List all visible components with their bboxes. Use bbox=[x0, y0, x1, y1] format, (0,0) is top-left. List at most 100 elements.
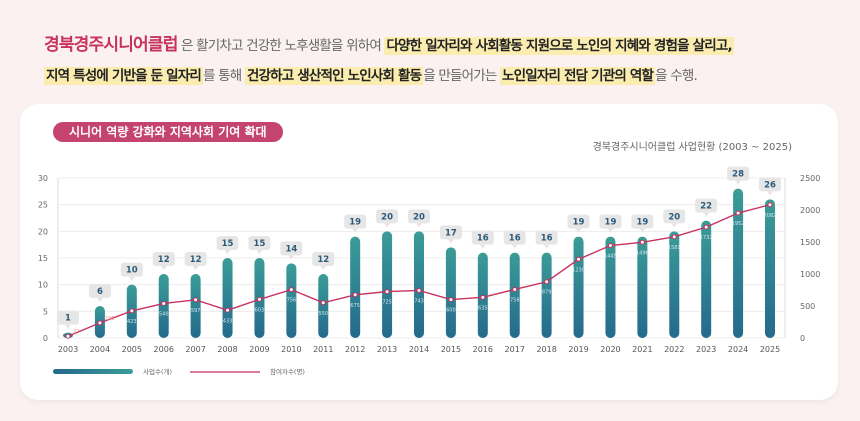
y-left-tick: 15 bbox=[38, 254, 48, 263]
bar-value-label: 15 bbox=[222, 239, 234, 249]
bar-label-bubble bbox=[695, 198, 718, 213]
bar bbox=[701, 220, 712, 338]
bar-label-pointer bbox=[575, 228, 582, 233]
bar-value-label: 19 bbox=[573, 218, 585, 228]
bar bbox=[445, 247, 456, 338]
x-tick: 2022 bbox=[664, 345, 684, 354]
x-tick: 2010 bbox=[281, 345, 301, 354]
legend-bar-label: 사업수(개) bbox=[143, 367, 172, 376]
line-value-label: 2082 bbox=[764, 213, 777, 219]
x-tick: 2009 bbox=[249, 345, 269, 354]
y-left-tick: 30 bbox=[38, 174, 48, 183]
bar-label-bubble bbox=[120, 262, 143, 277]
bar bbox=[222, 258, 233, 338]
y-right-tick: 1000 bbox=[800, 270, 820, 279]
line-point bbox=[288, 287, 294, 293]
line-point bbox=[480, 294, 486, 300]
y-left-tick: 25 bbox=[38, 201, 48, 210]
x-tick: 2019 bbox=[568, 345, 588, 354]
line-value-label: 236 bbox=[105, 316, 115, 322]
section-pill: 시니어 역량 강화와 지역사회 기여 확대 bbox=[53, 122, 283, 142]
line-value-label: 1732 bbox=[700, 235, 713, 241]
bar-label-pointer bbox=[767, 191, 773, 196]
line-value-label: 597 bbox=[191, 308, 201, 314]
bar-label-pointer bbox=[384, 223, 391, 228]
bar-value-label: 19 bbox=[636, 218, 648, 228]
bar-value-label: 6 bbox=[97, 287, 103, 297]
bar-label-pointer bbox=[192, 266, 199, 270]
line-point bbox=[448, 297, 454, 303]
line-point bbox=[320, 300, 326, 306]
bar-label-pointer bbox=[65, 324, 71, 329]
line-value-label: 758 bbox=[510, 297, 520, 303]
line-point bbox=[225, 307, 231, 313]
highlight-3: 건강하고 생산적인 노인사회 활동 bbox=[244, 67, 424, 85]
highlight-2: 지역 특성에 기반을 둔 일자리 bbox=[44, 67, 204, 85]
bar-label-pointer bbox=[479, 244, 486, 249]
line-point bbox=[416, 287, 422, 293]
bar-label-pointer bbox=[160, 266, 167, 270]
bar-label-pointer bbox=[416, 223, 422, 228]
bar-label-bubble bbox=[344, 214, 367, 229]
bar-value-label: 19 bbox=[349, 218, 361, 228]
line-point bbox=[735, 210, 741, 216]
line-point bbox=[193, 297, 199, 303]
bar-label-bubble bbox=[663, 209, 686, 224]
line-value-label: 550 bbox=[318, 311, 328, 317]
line-point bbox=[161, 300, 167, 306]
bar-value-label: 15 bbox=[254, 239, 266, 249]
bar-value-label: 12 bbox=[317, 255, 329, 265]
x-tick: 2024 bbox=[728, 345, 748, 354]
bar-value-label: 19 bbox=[605, 218, 617, 228]
bar bbox=[669, 231, 680, 338]
legend-line-label: 참여자수(명) bbox=[270, 367, 305, 376]
line-value-label: 635 bbox=[478, 305, 488, 311]
bar-label-bubble bbox=[727, 166, 750, 181]
x-tick: 2005 bbox=[122, 345, 142, 354]
line-value-label: 1445 bbox=[604, 254, 617, 260]
line-value-label: 27 bbox=[73, 329, 79, 335]
line-value-label: 540 bbox=[159, 311, 169, 317]
bar-label-bubble bbox=[503, 230, 526, 245]
intro-text-3: 을 만들어가는 bbox=[423, 68, 500, 84]
bar-label-pointer bbox=[447, 239, 454, 244]
line-value-label: 423 bbox=[127, 319, 137, 325]
bar bbox=[350, 236, 361, 338]
bar-label-pointer bbox=[320, 266, 327, 270]
bar-label-bubble bbox=[376, 209, 399, 224]
bar-value-label: 17 bbox=[445, 228, 457, 238]
intro-text: 경북경주시니어클럽 은 활기차고 건강한 노후생활을 위하여 다양한 일자리와 … bbox=[44, 30, 734, 91]
bar bbox=[190, 274, 201, 338]
intro-text-2: 를 통해 bbox=[203, 68, 245, 84]
y-right-tick: 0 bbox=[800, 334, 805, 343]
bar bbox=[637, 236, 648, 338]
bar bbox=[573, 236, 584, 338]
y-right-tick: 2500 bbox=[800, 174, 820, 183]
bar-value-label: 12 bbox=[158, 255, 170, 265]
bar-label-bubble bbox=[280, 241, 303, 256]
line-point bbox=[639, 239, 645, 245]
bar-value-label: 20 bbox=[668, 212, 680, 222]
line-point bbox=[352, 292, 358, 298]
bar-label-pointer bbox=[703, 212, 710, 217]
bar-label-bubble bbox=[408, 209, 430, 224]
legend-bar-swatch bbox=[53, 369, 133, 374]
line-value-label: 743 bbox=[414, 298, 424, 304]
bar-label-bubble bbox=[216, 236, 239, 250]
line-point bbox=[576, 256, 582, 262]
bar-label-pointer bbox=[735, 180, 742, 185]
x-tick: 2021 bbox=[632, 345, 652, 354]
bar-label-bubble bbox=[599, 214, 622, 229]
line-value-label: 1496 bbox=[636, 250, 649, 256]
bar-label-pointer bbox=[671, 223, 678, 228]
bar-value-label: 16 bbox=[477, 234, 489, 244]
x-tick: 2017 bbox=[505, 345, 525, 354]
line-value-label: 600 bbox=[446, 308, 456, 314]
bar-label-pointer bbox=[96, 298, 103, 302]
line-point bbox=[671, 234, 677, 240]
bar-label-bubble bbox=[759, 177, 781, 192]
line-point bbox=[129, 308, 135, 314]
x-tick: 2003 bbox=[58, 345, 78, 354]
y-right-tick: 1500 bbox=[800, 238, 820, 247]
